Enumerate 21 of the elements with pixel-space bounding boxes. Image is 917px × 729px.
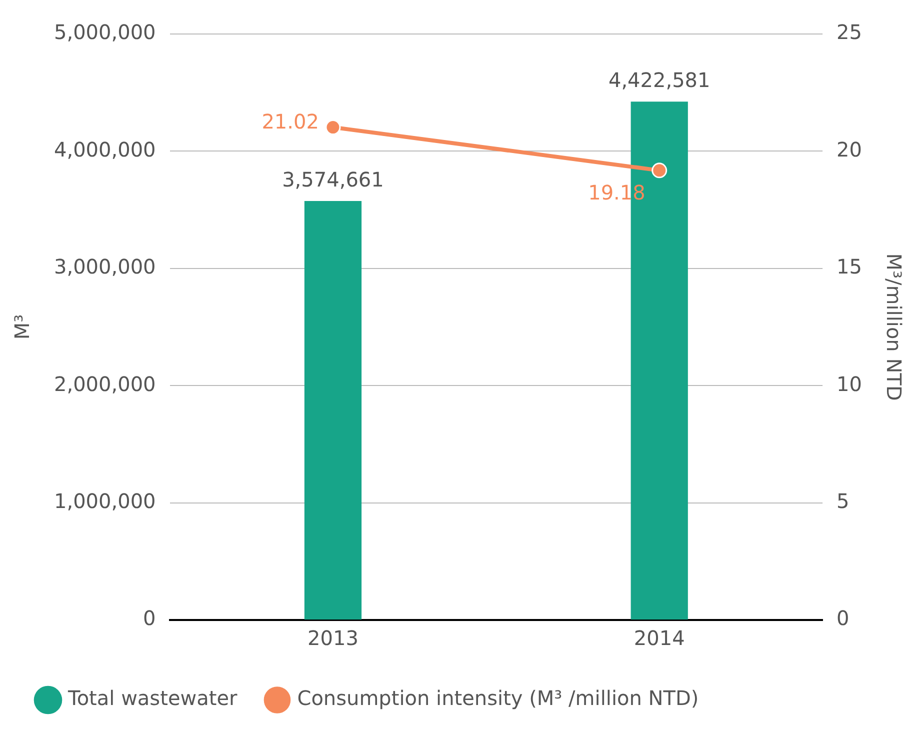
y2-axis-title: M³/million NTD: [882, 253, 906, 401]
y2-tick-label: 5: [836, 489, 850, 514]
y2-tick-label: 20: [836, 137, 862, 162]
legend-label: Consumption intensity (M³ /million NTD): [297, 686, 699, 710]
data-label: 21.02: [262, 109, 319, 134]
y-tick-label: 0: [143, 606, 156, 630]
y-tick-label: 3,000,000: [54, 254, 156, 279]
x-tick-label: 2013: [308, 626, 358, 650]
data-label: 4,422,581: [608, 68, 710, 92]
y2-tick-label: 10: [836, 372, 862, 396]
y2-tick-label: 25: [836, 20, 862, 44]
y-tick-label: 4,000,000: [54, 137, 156, 162]
y-tick-label: 2,000,000: [54, 372, 156, 396]
y2-tick-label: 15: [836, 254, 862, 279]
y2-tick-label: 0: [836, 606, 850, 630]
legend-label: Total wastewater: [67, 686, 238, 710]
y-tick-label: 1,000,000: [54, 489, 156, 514]
x-tick-label: 2014: [634, 626, 685, 650]
y-axis-title: M³: [10, 314, 34, 340]
y-tick-label: 5,000,000: [54, 20, 156, 44]
data-label: 3,574,661: [282, 167, 384, 192]
